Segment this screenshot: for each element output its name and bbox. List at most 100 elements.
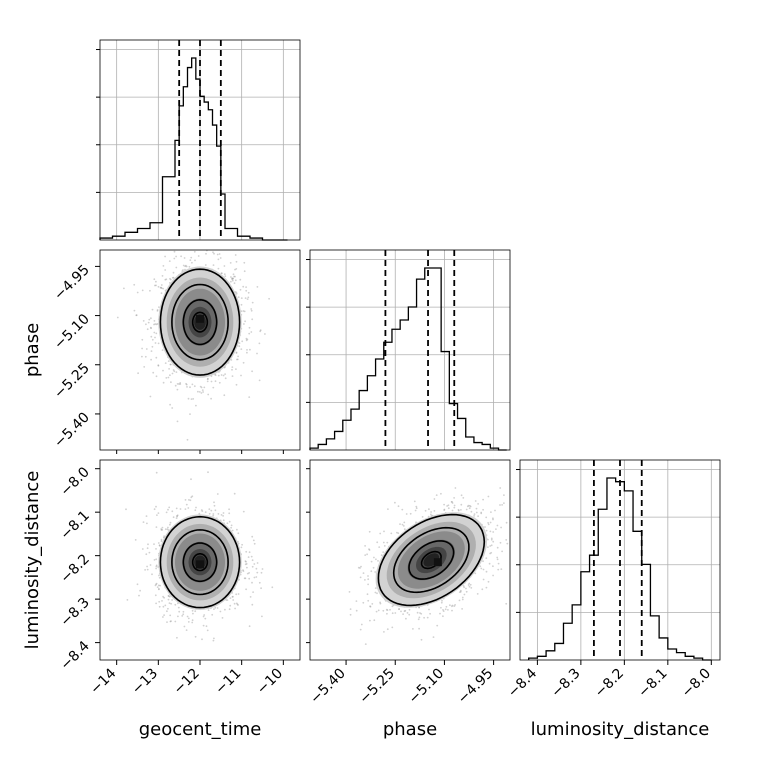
scatter-point bbox=[364, 545, 366, 547]
scatter-point bbox=[205, 625, 208, 628]
scatter-point bbox=[459, 589, 462, 592]
scatter-point bbox=[369, 605, 371, 608]
scatter-point bbox=[169, 277, 171, 280]
scatter-point bbox=[485, 586, 488, 589]
scatter-point bbox=[499, 541, 502, 544]
scatter-point bbox=[189, 386, 191, 389]
scatter-point bbox=[442, 610, 445, 612]
scatter-point bbox=[212, 251, 214, 254]
scatter-point bbox=[168, 368, 171, 370]
y-axis-label-luminosity_distance: luminosity_distance bbox=[22, 471, 43, 650]
scatter-point bbox=[435, 494, 438, 496]
scatter-point bbox=[490, 551, 493, 554]
scatter-point bbox=[142, 320, 145, 322]
scatter-point bbox=[349, 608, 352, 610]
scatter-point bbox=[229, 604, 232, 607]
scatter-point bbox=[198, 391, 201, 393]
scatter-point bbox=[240, 374, 242, 377]
scatter-point bbox=[447, 504, 450, 507]
scatter-point bbox=[163, 535, 166, 538]
scatter-point bbox=[477, 503, 479, 505]
scatter-point bbox=[238, 345, 241, 348]
scatter-point bbox=[166, 528, 169, 531]
scatter-point bbox=[239, 288, 242, 291]
scatter-point bbox=[154, 284, 156, 287]
scatter-point bbox=[155, 280, 157, 283]
scatter-point bbox=[364, 554, 367, 556]
scatter-point bbox=[460, 503, 463, 506]
scatter-point bbox=[376, 541, 379, 544]
scatter-point bbox=[191, 609, 194, 612]
scatter-point bbox=[376, 592, 378, 595]
scatter-point bbox=[228, 520, 231, 523]
contour-line-2 bbox=[182, 298, 218, 346]
scatter-point bbox=[461, 596, 464, 599]
scatter-point bbox=[177, 602, 179, 605]
scatter-point bbox=[468, 504, 471, 507]
scatter-point bbox=[240, 297, 243, 299]
joint-panel-phase-luminosity_distance bbox=[309, 459, 511, 661]
scatter-point bbox=[245, 588, 248, 591]
y-tick-label-luminosity_distance: −8.3 bbox=[57, 595, 92, 630]
scatter-point bbox=[148, 551, 151, 554]
scatter-point bbox=[214, 380, 217, 383]
scatter-point bbox=[190, 398, 193, 400]
scatter-point bbox=[505, 521, 508, 524]
scatter-point bbox=[191, 621, 194, 624]
scatter-point bbox=[497, 562, 500, 565]
scatter-point bbox=[247, 296, 250, 299]
scatter-point bbox=[194, 509, 197, 512]
scatter-point bbox=[169, 363, 172, 366]
scatter-point bbox=[469, 583, 472, 586]
scatter-point bbox=[467, 504, 470, 507]
scatter-point bbox=[161, 600, 163, 602]
scatter-point bbox=[355, 600, 358, 602]
scatter-point bbox=[424, 509, 427, 512]
scatter-point bbox=[230, 524, 233, 527]
scatter-point bbox=[247, 556, 250, 558]
scatter-point bbox=[155, 526, 158, 528]
scatter-point bbox=[379, 602, 382, 605]
scatter-point bbox=[169, 521, 172, 524]
scatter-point bbox=[433, 510, 436, 512]
scatter-point bbox=[249, 596, 252, 598]
hist-panel-geocent_time bbox=[96, 39, 301, 241]
scatter-point bbox=[245, 339, 248, 342]
scatter-point bbox=[150, 358, 153, 361]
scatter-point bbox=[230, 526, 233, 529]
scatter-point bbox=[220, 514, 223, 516]
scatter-point bbox=[135, 314, 138, 316]
scatter-point bbox=[226, 522, 229, 525]
scatter-point bbox=[192, 612, 194, 615]
x-axis-label-luminosity_distance: luminosity_distance bbox=[531, 719, 710, 740]
scatter-point bbox=[423, 616, 425, 619]
scatter-point bbox=[264, 333, 266, 335]
scatter-point bbox=[443, 509, 446, 511]
scatter-point bbox=[380, 554, 383, 557]
scatter-point bbox=[430, 513, 432, 516]
scatter-point bbox=[368, 549, 371, 551]
scatter-point bbox=[251, 559, 254, 562]
scatter-point bbox=[241, 543, 244, 546]
scatter-point bbox=[190, 496, 193, 499]
scatter-point bbox=[138, 594, 140, 597]
scatter-point bbox=[201, 389, 204, 391]
scatter-point bbox=[252, 591, 255, 593]
scatter-point bbox=[155, 567, 158, 570]
scatter-point bbox=[155, 565, 158, 568]
scatter-point bbox=[155, 558, 158, 561]
scatter-point bbox=[150, 327, 153, 330]
scatter-point bbox=[200, 509, 203, 511]
scatter-point bbox=[387, 508, 389, 510]
scatter-point bbox=[235, 351, 238, 354]
scatter-point bbox=[202, 615, 205, 618]
scatter-point bbox=[440, 492, 442, 495]
scatter-point bbox=[248, 396, 251, 398]
scatter-point bbox=[232, 599, 235, 601]
scatter-point bbox=[176, 515, 178, 517]
scatter-point bbox=[189, 259, 192, 261]
scatter-point bbox=[162, 381, 165, 384]
scatter-point bbox=[237, 355, 240, 358]
scatter-point bbox=[167, 360, 170, 362]
